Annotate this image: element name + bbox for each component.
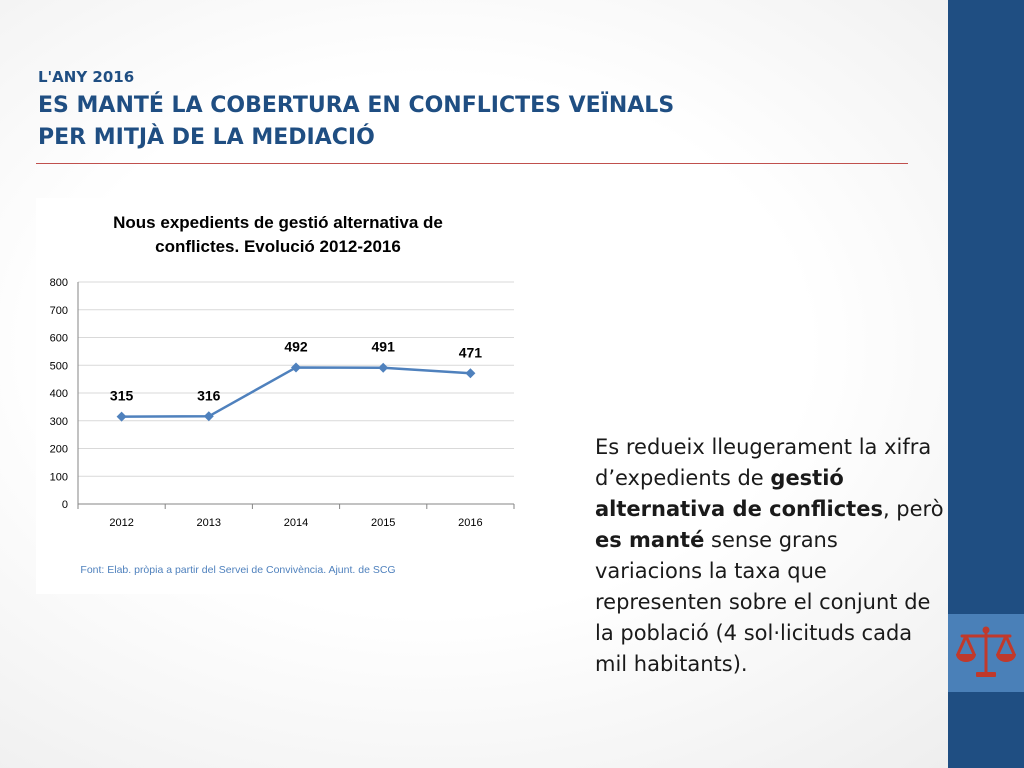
data-label: 471 xyxy=(459,344,483,360)
data-point-marker xyxy=(291,362,301,373)
title-line-1: ES MANTÉ LA COBERTURA EN CONFLICTES VEÏN… xyxy=(38,93,675,118)
data-point-marker xyxy=(203,411,214,422)
x-tick-label: 2016 xyxy=(458,517,482,529)
data-point-marker xyxy=(116,411,127,422)
y-tick-label: 800 xyxy=(50,277,68,289)
y-tick-label: 0 xyxy=(62,499,68,511)
y-tick-label: 200 xyxy=(50,444,68,456)
line-chart: Nous expedients de gestió alternativa de… xyxy=(36,198,526,594)
y-tick-label: 100 xyxy=(50,471,68,483)
chart-source: Font: Elab. pròpia a partir del Servei d… xyxy=(80,564,395,576)
x-tick-label: 2012 xyxy=(109,517,133,529)
page-title: ES MANTÉ LA COBERTURA EN CONFLICTES VEÏN… xyxy=(38,90,898,154)
y-tick-label: 600 xyxy=(50,333,68,345)
body-text-3: sense grans variacions la taxa que repre… xyxy=(595,528,931,676)
body-bold-1: gestió alternativa de conflictes xyxy=(595,466,883,521)
y-tick-label: 700 xyxy=(50,305,68,317)
title-divider xyxy=(36,163,908,164)
x-tick-label: 2015 xyxy=(371,517,395,529)
x-tick-label: 2013 xyxy=(197,517,221,529)
data-label: 491 xyxy=(372,339,396,355)
chart-title-line-2: conflictes. Evolució 2012-2016 xyxy=(155,237,401,256)
scales-of-justice-icon xyxy=(956,626,1016,677)
data-point-marker xyxy=(465,368,476,379)
body-bold-2: es manté xyxy=(595,528,705,552)
y-tick-label: 400 xyxy=(50,388,68,400)
year-label: L'ANY 2016 xyxy=(38,68,135,86)
title-line-2: PER MITJÀ DE LA MEDIACIÓ xyxy=(38,125,375,150)
y-tick-label: 500 xyxy=(50,360,68,372)
chart-canvas: Nous expedients de gestió alternativa de… xyxy=(50,213,515,576)
body-text-1: Es redueix lleugerament la xifra d’exped… xyxy=(595,435,932,490)
data-label: 316 xyxy=(197,387,221,403)
series-line xyxy=(121,366,471,418)
data-point-marker xyxy=(378,362,389,373)
chart-title-line-1: Nous expedients de gestió alternativa de xyxy=(113,213,443,232)
body-text-2: , però xyxy=(882,497,944,521)
y-tick-label: 300 xyxy=(50,416,68,428)
x-tick-label: 2014 xyxy=(284,517,308,529)
body-paragraph: Es redueix lleugerament la xifra d’exped… xyxy=(595,432,945,680)
icon-box xyxy=(948,614,1024,692)
data-label: 315 xyxy=(110,388,134,404)
data-label: 492 xyxy=(284,338,308,354)
